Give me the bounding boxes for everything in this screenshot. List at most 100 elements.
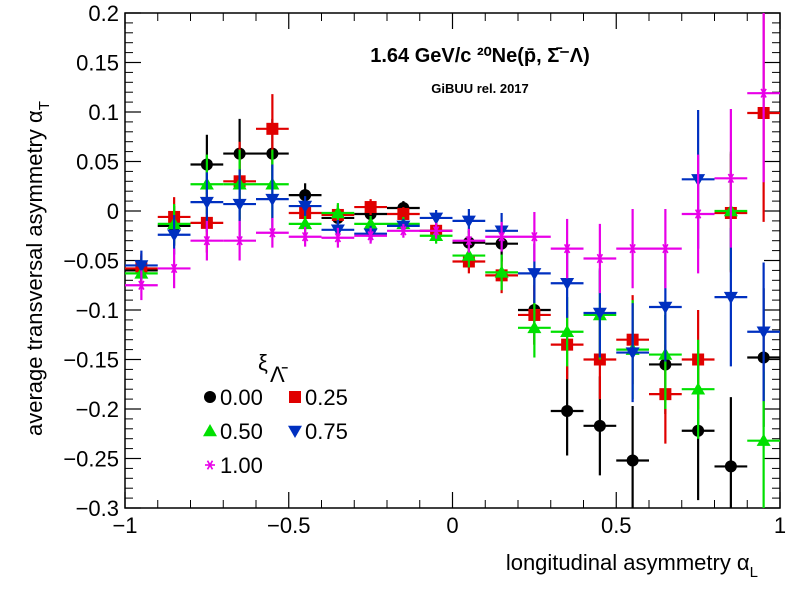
legend-entry: 0.75 bbox=[288, 419, 348, 444]
data-point bbox=[167, 229, 182, 242]
legend-marker bbox=[203, 424, 217, 437]
data-point bbox=[627, 243, 638, 254]
data-point bbox=[756, 326, 771, 339]
legend-entry: 0.25 bbox=[289, 385, 348, 410]
data-series-layer bbox=[125, 13, 780, 508]
x-tick-label: 0 bbox=[446, 513, 458, 538]
series-1-00 bbox=[125, 13, 780, 301]
legend-label: 0.50 bbox=[220, 419, 263, 444]
data-point bbox=[561, 404, 574, 417]
data-point bbox=[398, 226, 409, 236]
data-point bbox=[431, 226, 442, 236]
y-tick-label: 0.1 bbox=[88, 100, 119, 125]
x-axis-title-main: longitudinal asymmetry α bbox=[506, 550, 750, 575]
data-point bbox=[330, 205, 345, 219]
data-point bbox=[134, 260, 149, 273]
data-point bbox=[758, 88, 769, 98]
data-point bbox=[592, 307, 607, 320]
legend-marker bbox=[205, 460, 215, 470]
data-point bbox=[332, 232, 343, 243]
data-point bbox=[527, 320, 542, 334]
x-tick-label: 1 bbox=[774, 513, 786, 538]
x-tick-label: −0.5 bbox=[267, 513, 310, 538]
y-tick-label: 0.05 bbox=[76, 150, 119, 175]
y-axis-title: average transversal asymmetry αT bbox=[22, 101, 53, 436]
legend-marker bbox=[289, 391, 301, 403]
data-point bbox=[594, 253, 605, 264]
data-point bbox=[527, 268, 542, 281]
data-point bbox=[201, 235, 212, 246]
data-point bbox=[724, 460, 737, 473]
data-point bbox=[267, 228, 278, 238]
data-point bbox=[723, 291, 738, 305]
data-point bbox=[625, 347, 640, 360]
data-point bbox=[298, 200, 313, 214]
data-point bbox=[300, 232, 311, 242]
data-point bbox=[496, 232, 507, 242]
y-axis-ticks: 0.2 0.15 0.1 0.05 0 −0.05 −0.1 −0.15 −0.2 −0.25 −0… bbox=[63, 1, 780, 521]
legend-entries: 0.00 0.25 0.50 0.75 1.00 bbox=[203, 385, 348, 478]
series-0-75 bbox=[125, 110, 780, 403]
legend-marker bbox=[204, 391, 216, 403]
data-point bbox=[136, 280, 147, 290]
data-point bbox=[693, 209, 704, 219]
chart-subtitle: GiBUU rel. 2017 bbox=[431, 81, 529, 96]
x-tick-label: −1 bbox=[112, 513, 137, 538]
y-tick-label: −0.05 bbox=[63, 249, 119, 274]
data-point bbox=[364, 201, 377, 214]
legend-label: 0.00 bbox=[220, 385, 263, 410]
data-point bbox=[199, 196, 214, 210]
legend-entry: 0.00 bbox=[204, 385, 263, 410]
legend-entry: 1.00 bbox=[205, 453, 263, 478]
data-point bbox=[265, 193, 280, 207]
data-point bbox=[529, 232, 540, 242]
data-point bbox=[234, 235, 245, 246]
y-tick-label: −0.1 bbox=[76, 298, 119, 323]
legend-marker bbox=[288, 425, 302, 438]
legend-title: ξ bbox=[258, 350, 268, 375]
y-tick-label: −0.15 bbox=[63, 348, 119, 373]
data-point bbox=[298, 216, 313, 230]
x-axis-title: longitudinal asymmetry αL bbox=[506, 550, 758, 581]
x-axis-ticks: −1 −0.5 0 0.5 1 bbox=[112, 13, 786, 538]
legend-label: 0.25 bbox=[305, 385, 348, 410]
data-point bbox=[397, 207, 410, 220]
y-tick-label: −0.3 bbox=[76, 496, 119, 521]
data-point bbox=[560, 278, 575, 291]
chart-title: 1.64 GeV/c ²⁰Ne(p̄, Σ̄⁻Λ) bbox=[370, 45, 590, 67]
data-point bbox=[429, 212, 444, 225]
data-point bbox=[365, 231, 376, 241]
data-point bbox=[725, 173, 736, 184]
data-point bbox=[461, 215, 476, 228]
legend-label: 1.00 bbox=[220, 453, 263, 478]
data-point bbox=[691, 382, 706, 395]
y-axis-title-subscript: T bbox=[36, 101, 53, 110]
data-point bbox=[660, 243, 671, 254]
series-0-00 bbox=[125, 118, 780, 508]
legend-title-subscript: Λ̄ bbox=[270, 362, 288, 387]
legend-entry: 0.50 bbox=[203, 419, 263, 444]
data-point bbox=[232, 198, 247, 212]
x-axis-title-subscript: L bbox=[750, 564, 758, 581]
data-point bbox=[626, 454, 639, 467]
data-point bbox=[593, 419, 606, 432]
y-tick-label: −0.25 bbox=[63, 447, 119, 472]
data-point bbox=[363, 216, 378, 230]
data-point bbox=[494, 265, 509, 278]
data-point bbox=[169, 263, 180, 274]
legend-label: 0.75 bbox=[305, 419, 348, 444]
legend: ξ Λ̄ 0.00 0.25 0.50 0.75 1.00 bbox=[203, 350, 348, 478]
y-axis-title-main: average transversal asymmetry α bbox=[22, 110, 47, 436]
data-point bbox=[299, 189, 312, 202]
data-point bbox=[463, 235, 474, 246]
data-point bbox=[756, 433, 771, 446]
series-0-25 bbox=[125, 13, 780, 444]
data-point bbox=[560, 324, 575, 338]
data-point bbox=[266, 122, 279, 135]
y-tick-label: −0.2 bbox=[76, 397, 119, 422]
y-tick-label: 0.2 bbox=[88, 1, 119, 26]
y-tick-label: 0 bbox=[107, 199, 119, 224]
data-point bbox=[461, 248, 476, 261]
